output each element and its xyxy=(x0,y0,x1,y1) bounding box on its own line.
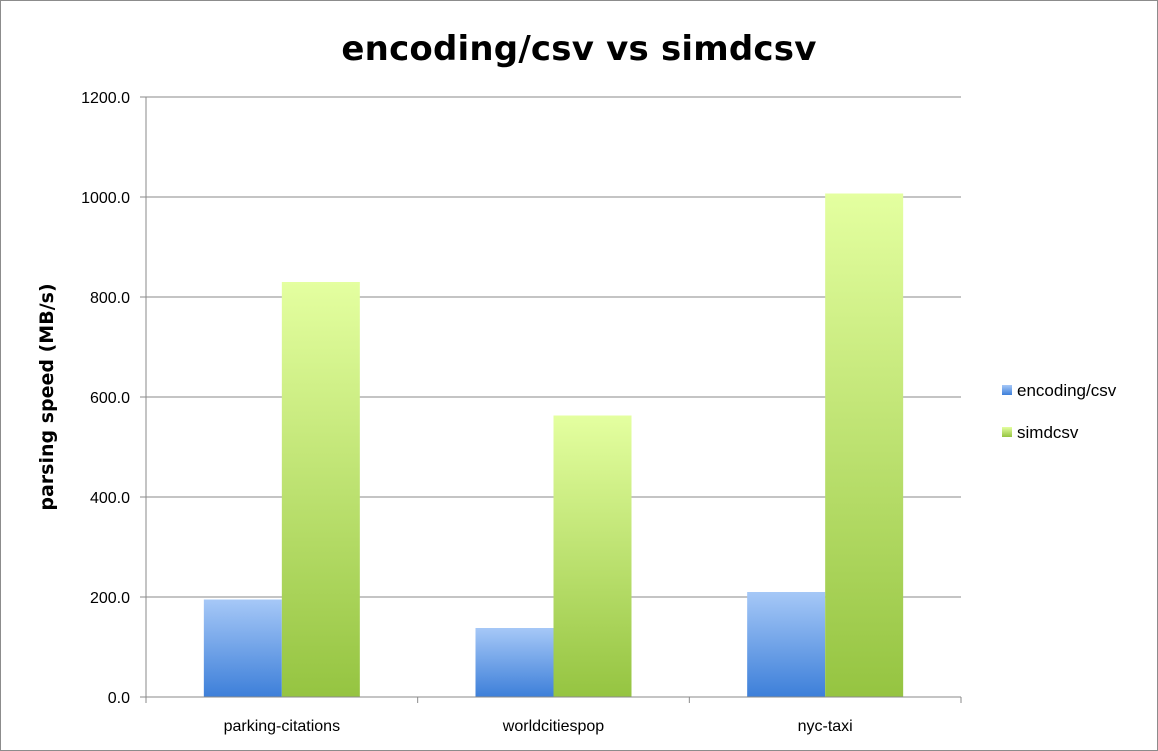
y-axis-title: parsing speed (MB/s) xyxy=(36,283,58,510)
legend-layer: encoding/csv simdcsv xyxy=(1002,381,1117,442)
y-tick-label: 0.0 xyxy=(108,690,130,707)
x-tick-label: parking-citations xyxy=(224,718,341,735)
y-tick-label: 200.0 xyxy=(90,590,130,607)
y-tick-label: 800.0 xyxy=(90,290,130,307)
legend-label: encoding/csv xyxy=(1017,381,1117,400)
chart-title: encoding/csv vs simdcsv xyxy=(341,29,817,69)
legend-label: simdcsv xyxy=(1017,423,1079,442)
bar-encoding-csv-parking-citations xyxy=(203,599,282,697)
y-tick-label: 400.0 xyxy=(90,490,130,507)
y-tick-label: 1000.0 xyxy=(81,190,130,207)
legend-swatch xyxy=(1002,385,1012,395)
axis-layer xyxy=(140,96,962,703)
y-tick-label: 600.0 xyxy=(90,390,130,407)
x-tick-label: nyc-taxi xyxy=(798,718,853,735)
bar-encoding-csv-nyc-taxi xyxy=(747,592,826,697)
legend-swatch xyxy=(1002,427,1012,437)
bar-encoding-csv-worldcitiespop xyxy=(475,628,554,697)
bar-layer xyxy=(203,193,904,697)
bar-simdcsv-worldcitiespop xyxy=(553,415,632,697)
y-tick-label: 1200.0 xyxy=(81,90,130,107)
label-layer: 0.0 200.0 400.0 600.0 800.0 1000.0 1200.0 parki… xyxy=(36,90,853,735)
bar-simdcsv-parking-citations xyxy=(281,282,360,697)
x-tick-label: worldcitiespop xyxy=(502,718,604,735)
bar-simdcsv-nyc-taxi xyxy=(825,193,904,697)
